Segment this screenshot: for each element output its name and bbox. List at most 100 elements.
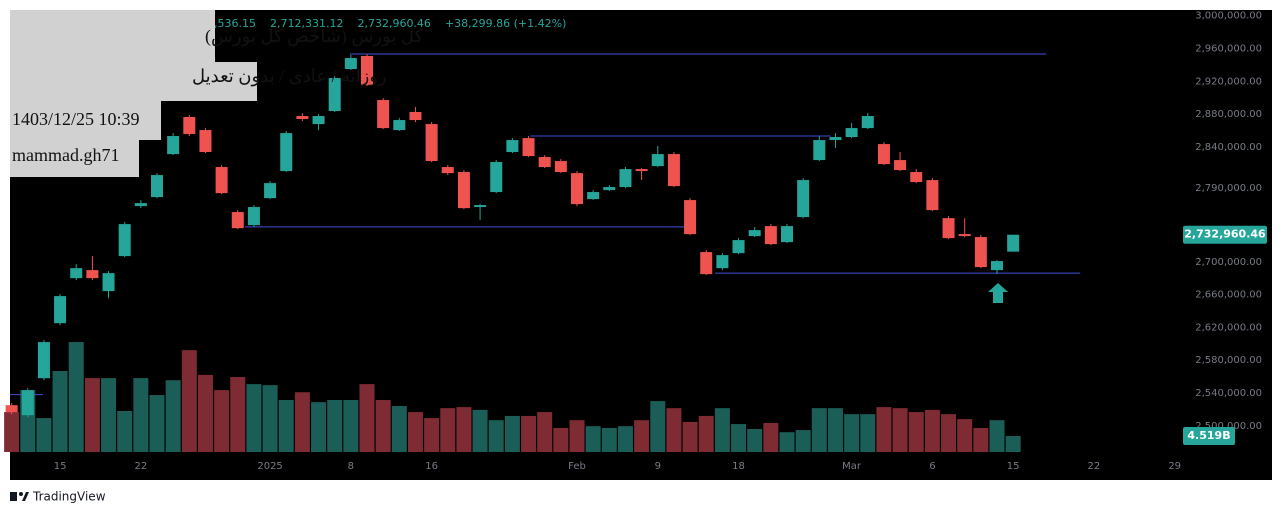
candle-body	[296, 116, 309, 120]
overlay-box	[10, 140, 139, 177]
volume-bar	[36, 418, 52, 452]
volume-bar	[844, 414, 860, 452]
volume-bar	[472, 409, 488, 452]
volume-bar	[52, 371, 68, 452]
candle-body	[877, 144, 890, 165]
candle-body	[231, 212, 244, 229]
candle-body	[538, 157, 551, 168]
volume-bar	[650, 401, 666, 452]
y-tick-label: 2,700,000.00	[1195, 257, 1262, 268]
plot-area: 2,712,331.122,732,536.152,712,331.122,73…	[4, 11, 1267, 472]
candle-body	[974, 237, 987, 268]
volume-bar	[133, 378, 149, 452]
x-tick-label: 8	[348, 461, 354, 472]
volume-bar	[553, 427, 569, 452]
x-tick-label: 15	[54, 461, 67, 472]
candle-body	[684, 200, 697, 235]
volume-bar	[488, 420, 504, 452]
x-tick-label: 2025	[257, 461, 282, 472]
volume-bar	[327, 400, 343, 452]
header-value: 2,712,331.12	[270, 17, 343, 30]
y-tick-label: 2,500,000.00	[1195, 421, 1262, 432]
candle-body	[344, 58, 357, 70]
price-label-box	[1183, 225, 1267, 244]
candle-body	[118, 224, 131, 257]
volume-label-box	[1183, 427, 1235, 446]
candle-body	[70, 268, 83, 279]
candle-body	[134, 203, 147, 207]
x-tick-label: 6	[929, 461, 935, 472]
arrow-marker	[988, 283, 1008, 303]
volume-bar	[973, 427, 989, 452]
candle-body	[425, 124, 438, 162]
volume-bar	[908, 412, 924, 452]
x-tick-label: 9	[655, 461, 661, 472]
volume-bar	[989, 420, 1005, 452]
x-tick-label: 22	[1088, 461, 1101, 472]
volume-bar	[617, 426, 633, 452]
candle-body	[215, 167, 228, 194]
volume-bar	[311, 402, 327, 452]
volume-bar	[343, 400, 359, 452]
volume-bar	[569, 420, 585, 452]
candle-body	[700, 252, 713, 275]
y-tick-label: 2,660,000.00	[1195, 290, 1262, 301]
volume-bar	[521, 415, 537, 452]
header-value: 2,732,960.46	[357, 17, 430, 30]
volume-bar	[68, 342, 84, 452]
volume-bar	[165, 380, 181, 452]
volume-bar	[504, 415, 520, 452]
candle-body	[845, 128, 858, 138]
candle-body	[151, 175, 163, 198]
x-tick-label: 16	[425, 461, 438, 472]
candle-body	[199, 130, 212, 153]
volume-bar	[779, 432, 795, 452]
volume-bar	[230, 377, 246, 452]
volume-bar	[440, 408, 456, 452]
candle-body	[167, 136, 180, 155]
candle-body	[474, 205, 487, 208]
volume-bar	[795, 430, 811, 452]
volume-bar	[246, 384, 262, 452]
volume-bar	[181, 350, 197, 452]
y-tick-label: 2,540,000.00	[1195, 388, 1262, 399]
volume-bar	[585, 426, 601, 452]
candle-body	[635, 169, 648, 172]
overlay-box	[10, 101, 161, 140]
candle-body	[506, 140, 519, 153]
volume-bar	[407, 412, 423, 452]
y-tick-label: 2,790,000.00	[1195, 183, 1262, 194]
candle-body	[21, 390, 34, 416]
volume-bar	[827, 408, 843, 452]
candle-body	[651, 154, 664, 167]
candle-body	[748, 230, 761, 237]
volume-bar	[278, 400, 294, 452]
y-tick-label: 3,000,000.00	[1195, 11, 1262, 22]
candle-body	[942, 218, 955, 239]
volume-bar	[84, 378, 100, 452]
candle-body	[5, 405, 18, 413]
candle-body	[328, 78, 341, 112]
candle-body	[102, 273, 115, 292]
candle-body	[894, 160, 907, 171]
volume-bar	[4, 412, 20, 452]
candle-body	[457, 172, 470, 209]
candle-body	[926, 180, 939, 211]
candle-body	[861, 116, 874, 129]
volume-bar	[294, 392, 310, 452]
volume-bar	[424, 418, 440, 452]
candle-body	[54, 296, 67, 324]
candle-body	[797, 180, 810, 218]
volume-label: 4.519B	[1187, 429, 1230, 442]
candle-body	[554, 161, 567, 173]
x-tick-label: 22	[134, 461, 147, 472]
candle-body	[813, 140, 826, 161]
volume-bar	[101, 378, 117, 452]
candle-body	[910, 172, 923, 183]
volume-bar	[1005, 436, 1021, 452]
y-tick-label: 2,580,000.00	[1195, 355, 1262, 366]
candle-body	[619, 169, 632, 188]
x-tick-label: 29	[1168, 461, 1181, 472]
candle-body	[603, 187, 616, 191]
